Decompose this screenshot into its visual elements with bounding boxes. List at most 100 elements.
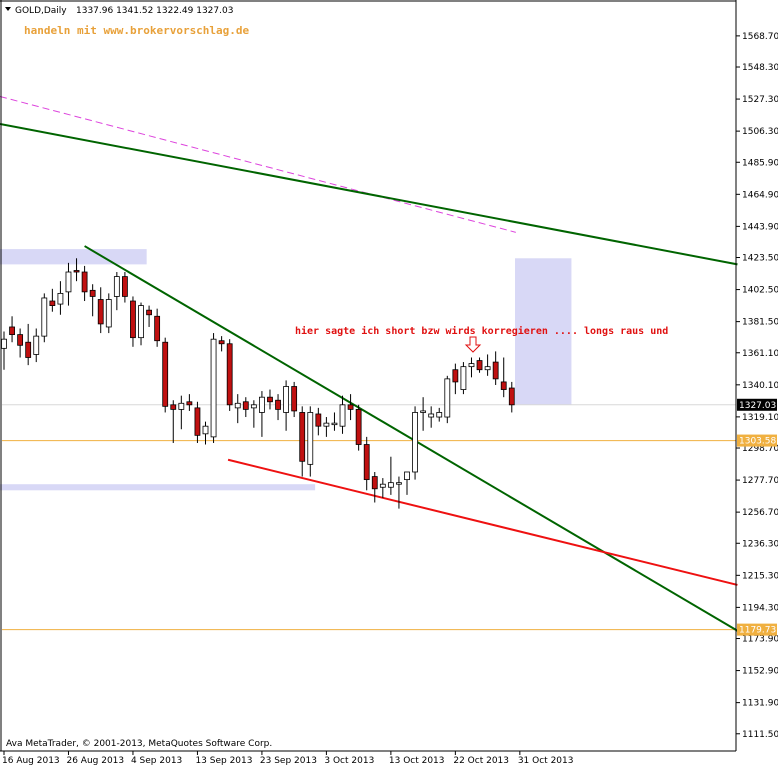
symbol-label: GOLD,Daily xyxy=(15,6,67,16)
candle-bearish xyxy=(186,401,193,406)
candle-bullish xyxy=(379,483,386,488)
candle-bullish xyxy=(202,425,209,435)
lower-green-trend xyxy=(84,245,738,632)
candle-bearish xyxy=(9,326,15,336)
trend-lines xyxy=(0,95,738,632)
candle-bullish xyxy=(420,410,427,413)
candle-bearish xyxy=(315,413,322,427)
candle-bearish xyxy=(89,289,96,297)
candle-bullish xyxy=(178,402,185,410)
y-tick-label: 1361.10 xyxy=(742,349,778,359)
y-tick-label: 1215.30 xyxy=(742,571,778,581)
x-tick-label: 31 Oct 2013 xyxy=(518,756,574,766)
y-tick-label: 1256.70 xyxy=(742,508,778,518)
candle-bearish xyxy=(363,444,370,481)
candle-bearish xyxy=(170,404,177,410)
y-tick-label: 1319.10 xyxy=(742,413,778,423)
candle-bearish xyxy=(130,300,136,339)
y-tick-label: 1277.70 xyxy=(742,476,778,486)
candle-bullish xyxy=(138,305,144,339)
candle-bullish xyxy=(404,471,410,481)
y-tick-label: 1152.90 xyxy=(742,667,778,677)
candle-bearish xyxy=(242,401,249,410)
candle-bearish xyxy=(146,309,152,316)
highlight-zone xyxy=(515,258,572,405)
candle-bullish xyxy=(339,404,346,427)
candle-bullish xyxy=(210,338,217,438)
highlight-zones xyxy=(0,249,572,491)
candlesticks xyxy=(1,258,515,509)
candle-bullish xyxy=(468,363,475,368)
candle-bearish xyxy=(97,299,104,325)
y-tick-label: 1485.90 xyxy=(742,158,778,168)
y-tick-label: 1236.30 xyxy=(742,539,778,549)
candle-bearish xyxy=(154,315,161,342)
highlight-zone xyxy=(0,484,316,491)
candle-bullish xyxy=(436,412,443,418)
brand-text: handeln mit www.brokervorschlag.de xyxy=(24,24,250,37)
candle-bearish xyxy=(452,369,459,383)
support-price-tag-bg xyxy=(737,623,777,636)
support-price-tag-bg xyxy=(737,434,777,447)
candle-bearish xyxy=(218,340,225,345)
candle-bullish xyxy=(105,299,112,328)
candle-bearish xyxy=(81,271,88,293)
candle-bearish xyxy=(275,399,281,410)
y-tick-label: 1568.70 xyxy=(742,32,778,42)
candle-bearish xyxy=(17,334,24,346)
copyright-text: Ava MetaTrader, © 2001-2013, MetaQuotes … xyxy=(6,739,272,749)
candle-bearish xyxy=(25,341,32,358)
current-price-tag: 1327.03 xyxy=(739,401,776,411)
candle-bearish xyxy=(492,361,499,380)
support-price-tag: 1303.58 xyxy=(739,437,776,447)
y-tick-label: 1111.50 xyxy=(742,730,778,740)
time-axis: 16 Aug 2013 26 Aug 2013 4 Sep 2013 13 Sep 2… xyxy=(2,751,573,766)
annotation-text: hier sagte ich short bzw wirds korregier… xyxy=(295,325,668,337)
x-tick-label: 3 Oct 2013 xyxy=(324,756,374,766)
candle-bearish xyxy=(73,270,80,273)
candle-bullish xyxy=(396,482,402,485)
candle-bullish xyxy=(234,402,241,409)
candle-bearish xyxy=(508,387,515,406)
y-tick-label: 1443.90 xyxy=(742,222,778,232)
candle-bullish xyxy=(387,482,394,488)
candle-bullish xyxy=(250,404,257,409)
candle-bullish xyxy=(331,422,338,426)
y-tick-label: 1340.10 xyxy=(742,381,778,391)
y-tick-label: 1527.30 xyxy=(742,95,778,105)
y-tick-label: 1402.50 xyxy=(742,286,778,296)
candle-bullish xyxy=(428,413,435,418)
x-tick-label: 22 Oct 2013 xyxy=(453,756,509,766)
y-tick-label: 1298.70 xyxy=(742,444,778,454)
chevron-down-icon[interactable] xyxy=(5,7,11,11)
candle-bearish xyxy=(291,386,298,412)
candle-bearish xyxy=(476,360,483,371)
candle-bullish xyxy=(65,271,72,293)
candle-bullish xyxy=(1,338,7,349)
candle-bullish xyxy=(259,396,265,413)
candle-bearish xyxy=(226,343,233,406)
candle-bullish xyxy=(283,386,290,413)
candle-bearish xyxy=(299,412,306,462)
highlight-zone xyxy=(0,249,147,265)
candle-bearish xyxy=(194,407,201,436)
candle-bullish xyxy=(33,335,40,355)
candle-bearish xyxy=(267,396,273,403)
y-tick-label: 1464.90 xyxy=(742,190,778,200)
candle-bearish xyxy=(122,276,128,297)
candle-bullish xyxy=(57,292,64,305)
candle-bearish xyxy=(500,381,507,390)
candle-bullish xyxy=(307,412,314,465)
y-tick-label: 1506.30 xyxy=(742,127,778,137)
candle-bullish xyxy=(41,297,48,337)
support-price-tag: 1179.73 xyxy=(739,626,776,636)
y-tick-label: 1423.50 xyxy=(742,254,778,264)
x-tick-label: 16 Aug 2013 xyxy=(2,756,60,766)
support-levels xyxy=(2,404,736,631)
ohlc-values: 1337.96 1341.52 1322.49 1327.03 xyxy=(76,6,233,16)
candle-bearish xyxy=(355,408,362,445)
x-tick-label: 23 Sep 2013 xyxy=(260,756,317,766)
red-trend xyxy=(227,458,738,586)
magenta-dashed-trend xyxy=(0,95,516,233)
